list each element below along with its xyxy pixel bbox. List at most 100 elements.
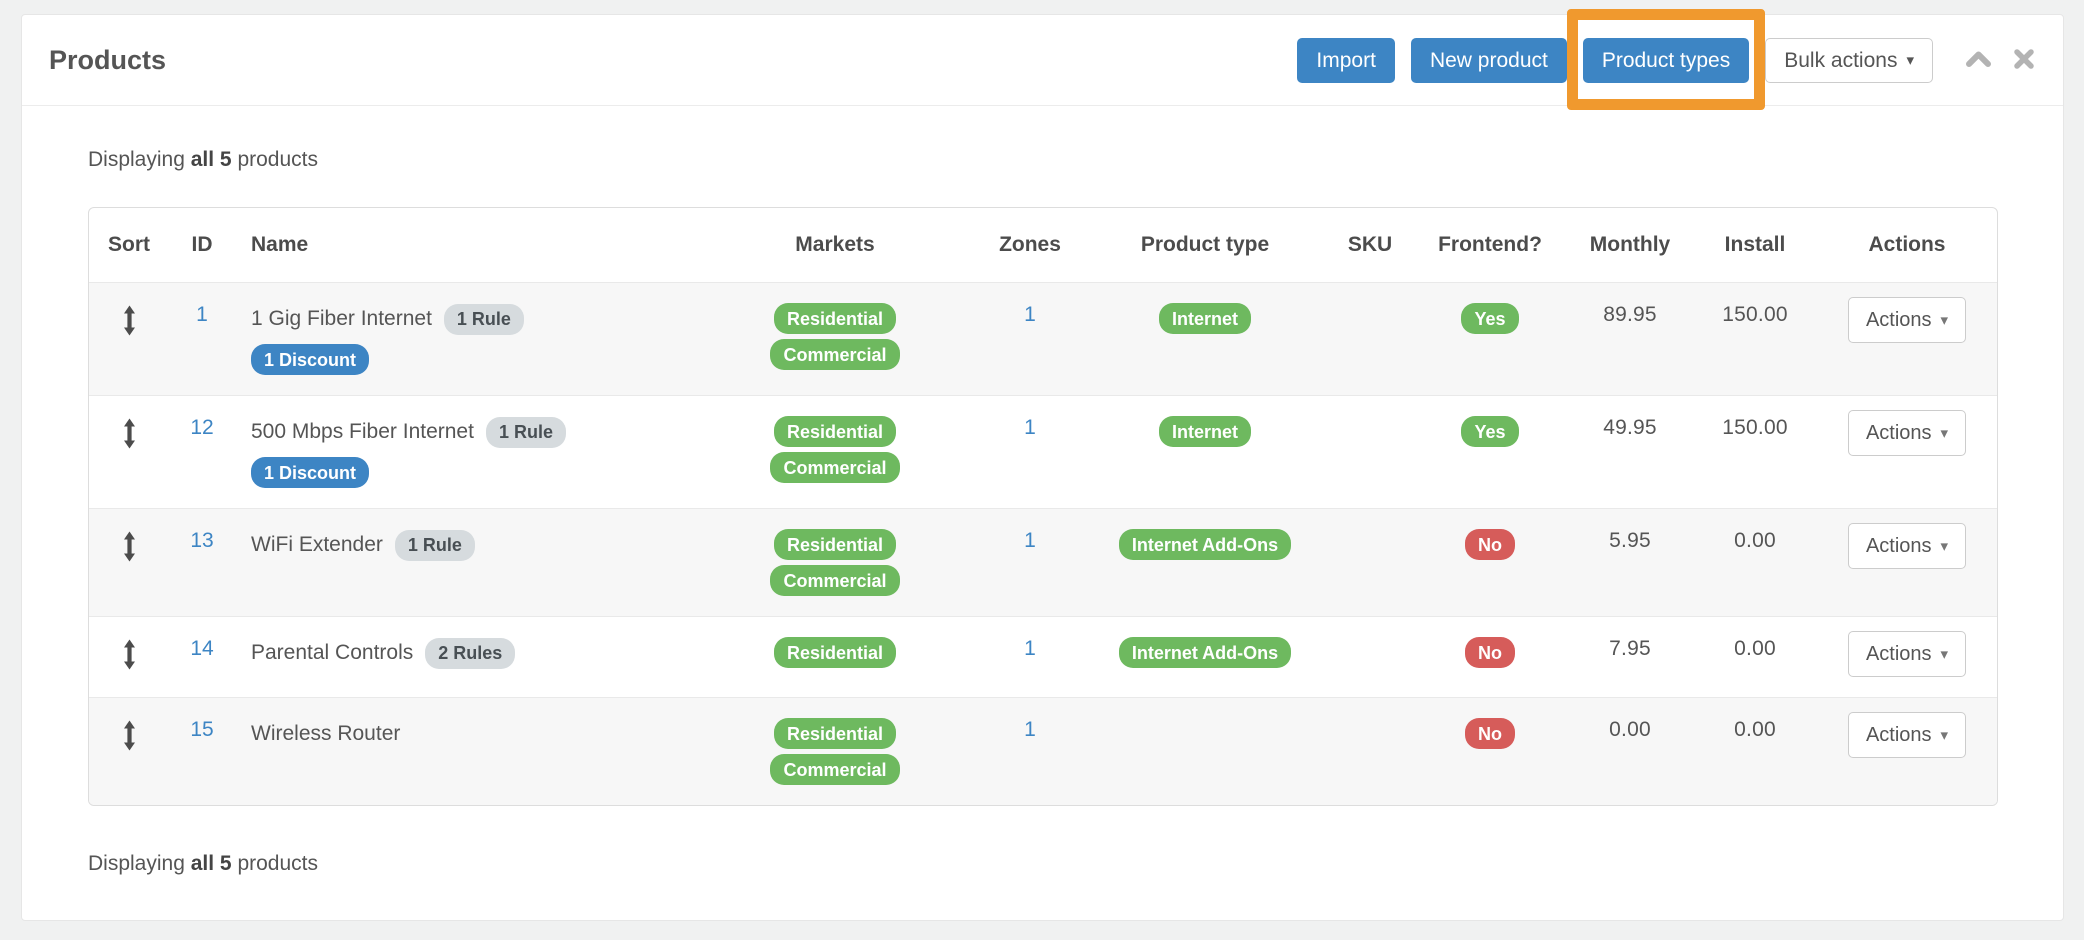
- zones-cell: 1: [975, 282, 1085, 395]
- products-panel: Products Import New product Product type…: [21, 8, 2064, 921]
- frontend-badge: Yes: [1461, 303, 1519, 334]
- header-name: Name: [251, 233, 309, 256]
- product-id-link[interactable]: 12: [190, 416, 214, 439]
- caret-down-icon: ▾: [1940, 645, 1949, 663]
- rule-count-badge: 2 Rules: [425, 637, 516, 669]
- product-name: 500 Mbps Fiber Internet: [251, 420, 474, 443]
- product-id-link[interactable]: 15: [190, 718, 214, 741]
- zones-link[interactable]: 1: [1024, 637, 1036, 660]
- product-name: WiFi Extender: [251, 533, 383, 556]
- displaying-count: all 5: [190, 852, 232, 875]
- product-type-cell: Internet: [1085, 282, 1325, 395]
- header-monthly: Monthly: [1589, 233, 1671, 256]
- market-badge: Commercial: [770, 452, 900, 483]
- header-frontend: Frontend?: [1438, 233, 1542, 256]
- product-id-link[interactable]: 1: [196, 303, 208, 326]
- new-product-button[interactable]: New product: [1410, 37, 1567, 83]
- sort-drag-handle-icon[interactable]: [122, 303, 137, 342]
- products-table-body: 1 1 Gig Fiber Internet 1 Rule 1 Discount…: [89, 282, 1997, 805]
- rule-count-badge: 1 Rule: [394, 529, 475, 561]
- zones-cell: 1: [975, 395, 1085, 508]
- sort-drag-handle-icon[interactable]: [122, 637, 137, 676]
- row-actions-label: Actions: [1865, 724, 1932, 746]
- product-id-link[interactable]: 13: [190, 529, 214, 552]
- bulk-actions-dropdown[interactable]: Bulk actions ▾: [1765, 37, 1933, 83]
- table-header-row: Sort ID Name Markets Zones Product type …: [89, 208, 1997, 282]
- market-badge: Residential: [773, 637, 897, 668]
- zones-link[interactable]: 1: [1024, 416, 1036, 439]
- row-actions-dropdown[interactable]: Actions ▾: [1847, 712, 1967, 758]
- close-panel-button[interactable]: [2011, 46, 2037, 75]
- market-badge: Residential: [773, 529, 896, 560]
- zones-link[interactable]: 1: [1024, 529, 1036, 552]
- product-type-badge: Internet Add-Ons: [1118, 637, 1292, 668]
- id-cell: 15: [169, 697, 235, 805]
- sort-cell: [89, 697, 169, 805]
- row-actions-dropdown[interactable]: Actions ▾: [1847, 297, 1967, 343]
- zones-link[interactable]: 1: [1024, 303, 1036, 326]
- monthly-price: 5.95: [1565, 508, 1695, 616]
- toolbar: Import New product Product types Bulk ac…: [1297, 8, 2037, 110]
- product-name: Wireless Router: [251, 722, 401, 745]
- table-row: 1 1 Gig Fiber Internet 1 Rule 1 Discount…: [89, 282, 1997, 395]
- displaying-prefix: Displaying: [88, 148, 185, 171]
- close-icon: [2013, 48, 2035, 73]
- install-price: 0.00: [1695, 616, 1815, 697]
- sort-cell: [89, 282, 169, 395]
- displaying-count-bottom: Displaying all 5 products: [88, 852, 1997, 876]
- markets-cell: Residential Commercial: [695, 282, 975, 395]
- sort-drag-handle-icon[interactable]: [122, 718, 137, 757]
- import-button[interactable]: Import: [1297, 37, 1395, 83]
- caret-down-icon: ▾: [1940, 726, 1949, 744]
- frontend-cell: Yes: [1415, 282, 1565, 395]
- caret-down-icon: ▾: [1940, 537, 1949, 555]
- displaying-count: all 5: [190, 148, 232, 171]
- rule-count-badge: 1 Rule: [443, 303, 524, 335]
- caret-down-icon: ▾: [1940, 311, 1949, 329]
- actions-cell: Actions ▾: [1815, 697, 1997, 805]
- frontend-badge: No: [1465, 718, 1515, 749]
- product-id-link[interactable]: 14: [190, 637, 214, 660]
- displaying-prefix: Displaying: [88, 852, 185, 875]
- market-badge: Commercial: [770, 565, 900, 596]
- sku-cell: [1325, 697, 1415, 805]
- frontend-cell: No: [1415, 616, 1565, 697]
- table-row: 15 Wireless Router Residential Commercial…: [89, 697, 1997, 805]
- actions-cell: Actions ▾: [1815, 282, 1997, 395]
- header-id: ID: [191, 233, 213, 256]
- frontend-cell: Yes: [1415, 395, 1565, 508]
- product-name: 1 Gig Fiber Internet: [251, 307, 432, 330]
- zones-link[interactable]: 1: [1024, 718, 1036, 741]
- row-actions-label: Actions: [1865, 535, 1932, 557]
- sort-drag-handle-icon[interactable]: [122, 416, 137, 455]
- markets-badges: Residential Commercial: [770, 529, 900, 596]
- sort-drag-handle-icon[interactable]: [122, 529, 137, 568]
- markets-cell: Residential Commercial: [695, 697, 975, 805]
- row-actions-dropdown[interactable]: Actions ▾: [1847, 410, 1967, 456]
- install-price: 0.00: [1695, 508, 1815, 616]
- row-actions-dropdown[interactable]: Actions ▾: [1847, 523, 1967, 569]
- caret-down-icon: ▾: [1940, 424, 1949, 442]
- table-row: 13 WiFi Extender 1 Rule Residential Comme…: [89, 508, 1997, 616]
- row-actions-dropdown[interactable]: Actions ▾: [1847, 631, 1967, 677]
- header-product-type: Product type: [1140, 233, 1270, 256]
- sku-cell: [1325, 508, 1415, 616]
- product-types-button[interactable]: Product types: [1582, 37, 1750, 83]
- install-price: 0.00: [1695, 697, 1815, 805]
- header-install: Install: [1724, 233, 1786, 256]
- markets-badges: Residential Commercial: [770, 303, 900, 370]
- header-actions: Actions: [1868, 233, 1946, 256]
- product-type-cell: [1085, 697, 1325, 805]
- product-type-cell: Internet Add-Ons: [1085, 508, 1325, 616]
- sku-cell: [1325, 616, 1415, 697]
- product-name: Parental Controls: [251, 641, 414, 664]
- actions-cell: Actions ▾: [1815, 508, 1997, 616]
- table-row: 14 Parental Controls 2 Rules Residential…: [89, 616, 1997, 697]
- monthly-price: 49.95: [1565, 395, 1695, 508]
- name-cell: 500 Mbps Fiber Internet 1 Rule 1 Discoun…: [235, 395, 695, 508]
- monthly-price: 0.00: [1565, 697, 1695, 805]
- frontend-cell: No: [1415, 508, 1565, 616]
- market-badge: Commercial: [770, 754, 900, 785]
- collapse-panel-button[interactable]: [1963, 47, 1994, 74]
- markets-badges: Residential: [773, 637, 897, 668]
